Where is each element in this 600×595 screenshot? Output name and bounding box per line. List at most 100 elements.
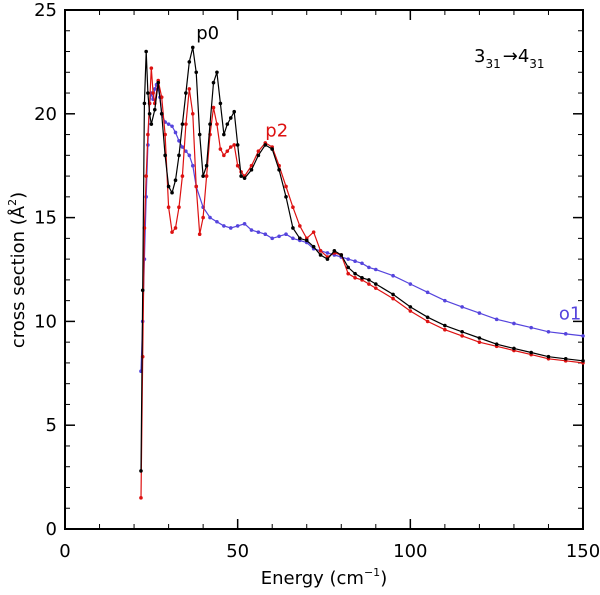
data-point-o1 [494, 317, 499, 322]
data-point-p0 [332, 249, 337, 253]
annotation-to: 4 [518, 46, 529, 67]
y-tick-label: 0 [46, 519, 57, 540]
data-point-p0 [139, 469, 143, 473]
data-point-p0 [228, 116, 233, 120]
data-point-p0 [546, 354, 551, 359]
data-point-p2 [166, 205, 171, 210]
series-line-p2 [140, 68, 584, 498]
data-point-p0 [291, 226, 295, 230]
data-point-o1 [222, 224, 226, 228]
data-point-p0 [529, 350, 533, 355]
series-line-p0 [140, 47, 584, 471]
data-point-o1 [546, 329, 551, 334]
y-axis-label-sup: 2 [6, 199, 19, 206]
data-point-o1 [460, 305, 464, 309]
data-point-o1 [512, 321, 516, 326]
x-tick-label: 0 [59, 541, 70, 562]
data-point-o1 [529, 325, 533, 330]
data-point-o1 [443, 298, 447, 303]
data-point-p2 [477, 340, 482, 344]
data-point-p2 [291, 205, 295, 210]
data-point-p0 [235, 143, 240, 147]
data-point-p0 [184, 91, 188, 95]
data-point-o1 [190, 163, 195, 168]
data-point-o1 [425, 290, 430, 295]
data-point-o1 [581, 334, 585, 338]
data-point-p2 [184, 122, 188, 126]
data-point-p0 [142, 101, 147, 106]
data-point-o1 [249, 228, 254, 232]
data-point-o1 [346, 257, 350, 261]
data-point-p2 [318, 249, 323, 253]
data-point-p0 [298, 236, 302, 241]
data-point-p2 [256, 149, 261, 153]
data-point-p2 [311, 230, 316, 234]
data-point-p0 [173, 178, 178, 183]
data-point-p0 [367, 278, 371, 282]
y-axis-label-text: cross section (Å [7, 205, 29, 348]
data-point-p0 [156, 80, 161, 85]
data-point-p0 [218, 101, 223, 106]
data-point-o1 [256, 230, 261, 234]
data-point-p2 [173, 226, 178, 230]
data-point-p0 [187, 60, 192, 64]
data-point-p2 [215, 122, 219, 126]
data-point-p0 [215, 70, 219, 75]
data-point-p2 [298, 224, 302, 228]
data-point-p2 [408, 309, 413, 313]
y-tick-label: 5 [46, 415, 57, 436]
data-point-o1 [184, 149, 188, 153]
data-point-p2 [460, 334, 464, 338]
data-point-p2 [204, 174, 209, 178]
series-p2 [139, 66, 585, 500]
data-point-o1 [391, 273, 395, 278]
data-point-p0 [149, 122, 154, 126]
y-axis-label-end: ) [8, 192, 29, 199]
data-point-p0 [256, 153, 261, 158]
data-point-o1 [228, 226, 233, 230]
data-point-o1 [360, 261, 364, 266]
data-point-p0 [443, 323, 447, 328]
data-point-p2 [149, 66, 154, 70]
x-tick-label: 150 [566, 541, 600, 562]
data-point-p0 [346, 265, 350, 270]
data-point-o1 [270, 236, 275, 241]
x-tick-label: 50 [226, 541, 249, 562]
data-point-p2 [425, 319, 430, 324]
data-point-p2 [218, 147, 223, 151]
data-point-p0 [408, 305, 413, 309]
data-point-p2 [225, 149, 230, 153]
data-point-o1 [170, 124, 174, 129]
data-point-p2 [177, 205, 181, 210]
data-point-p0 [180, 122, 185, 126]
series-line-o1 [140, 83, 584, 372]
x-axis-label-sup: −1 [364, 566, 380, 579]
data-point-p0 [163, 153, 167, 158]
data-point-o1 [215, 219, 219, 224]
data-point-p0 [304, 238, 309, 243]
series-o1 [139, 82, 585, 374]
transition-annotation: 331 →431 [474, 46, 545, 71]
data-point-o1 [242, 222, 247, 226]
data-point-p0 [284, 195, 288, 199]
data-point-p0 [277, 168, 281, 172]
data-point-p2 [180, 174, 185, 178]
x-axis-label: Energy (cm−1) [261, 566, 387, 589]
data-point-p0 [360, 276, 364, 280]
data-point-p0 [197, 132, 202, 137]
data-point-p0 [512, 346, 516, 351]
data-point-o1 [408, 282, 413, 286]
data-point-p0 [374, 282, 378, 286]
data-point-p2 [163, 132, 167, 137]
annotation-from: 3 [474, 46, 485, 67]
data-point-p0 [144, 49, 148, 54]
data-point-o1 [180, 145, 185, 149]
data-point-o1 [291, 236, 295, 241]
x-tick-label: 100 [393, 541, 427, 562]
data-point-p0 [147, 112, 152, 116]
data-point-p2 [346, 271, 350, 276]
data-point-p2 [170, 230, 174, 234]
x-axis-label-end: ) [380, 568, 387, 589]
data-point-p2 [190, 112, 195, 116]
data-point-p0 [170, 190, 174, 195]
